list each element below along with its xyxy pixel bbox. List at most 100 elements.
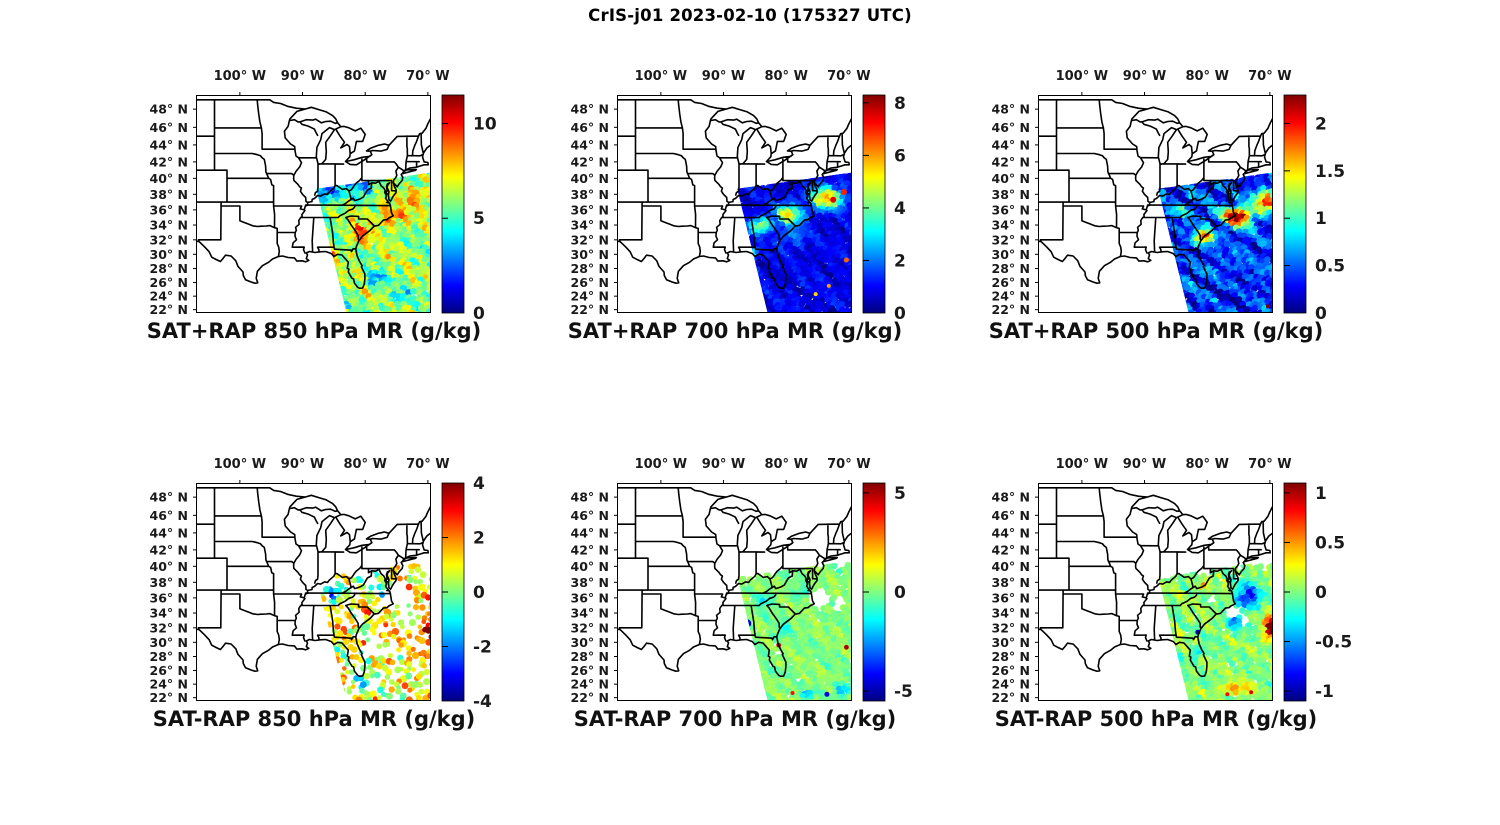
lat-tick-label: 22° N (992, 302, 1030, 317)
colorbar-tick-label: -0.5 (1315, 633, 1352, 653)
lon-tick-label: 100° W (635, 457, 688, 472)
lon-tick-label: 70° W (1248, 69, 1291, 84)
panel-caption-sat-plus-rap-850: SAT+RAP 850 hPa MR (g/kg) (146, 319, 482, 343)
lat-tick-label: 44° N (150, 137, 188, 152)
lat-tick-label: 42° N (992, 542, 1030, 557)
lon-tick-label: 70° W (406, 69, 449, 84)
lat-tick-label: 30° N (150, 635, 188, 650)
colorbar-tick-label: 0 (894, 583, 906, 603)
lat-tick-label: 46° N (992, 508, 1030, 523)
lon-tick-label: 100° W (635, 69, 688, 84)
lon-tick-label: 70° W (1248, 457, 1291, 472)
lat-tick-label: 26° N (571, 663, 609, 678)
lat-tick-label: 42° N (571, 542, 609, 557)
colorbar-tick-label: 10 (473, 114, 497, 134)
colorbar-tick-label: 5 (894, 484, 906, 504)
lat-tick-label: 22° N (571, 302, 609, 317)
colorbar-tick-label: 0.5 (1315, 257, 1345, 277)
lat-tick-label: 28° N (992, 261, 1030, 276)
lon-tick-label: 70° W (827, 457, 870, 472)
lat-tick-label: 44° N (571, 137, 609, 152)
lat-tick-label: 34° N (150, 218, 188, 233)
panel-caption-sat-minus-rap-500: SAT-RAP 500 hPa MR (g/kg) (994, 707, 1318, 731)
colorbar-tick-label: 0 (1315, 304, 1327, 324)
panel-caption-sat-minus-rap-850: SAT-RAP 850 hPa MR (g/kg) (152, 707, 476, 731)
lat-tick-label: 26° N (571, 275, 609, 290)
swath-data-layer (737, 561, 852, 701)
lat-tick-label: 48° N (992, 102, 1030, 117)
lat-tick-label: 46° N (150, 120, 188, 135)
colorbar-tick-label: 1 (1315, 209, 1327, 229)
lat-tick-label: 36° N (571, 202, 609, 217)
lat-tick-label: 30° N (992, 635, 1030, 650)
lon-tick-label: 100° W (214, 457, 267, 472)
swath-data-layer (1158, 172, 1273, 313)
lat-tick-label: 26° N (150, 663, 188, 678)
lat-tick-label: 42° N (992, 154, 1030, 169)
lat-tick-label: 36° N (150, 590, 188, 605)
lat-tick-label: 28° N (571, 261, 609, 276)
lat-tick-label: 40° N (571, 171, 609, 186)
lat-tick-label: 48° N (571, 490, 609, 505)
lat-tick-label: 28° N (571, 649, 609, 664)
lon-tick-label: 90° W (1123, 457, 1166, 472)
colorbar-tick-label: -4 (473, 692, 492, 712)
map-panel-3: 100° W 90° W 80° W 70° W 48° N 46° N 44° N 42° … (150, 457, 493, 712)
lat-tick-label: 46° N (150, 508, 188, 523)
lat-tick-label: 22° N (992, 690, 1030, 705)
lat-tick-label: 40° N (992, 171, 1030, 186)
map-panel-2: 100° W 90° W 80° W 70° W 48° N 46° N 44° N 42° … (992, 69, 1346, 324)
lat-tick-label: 38° N (992, 575, 1030, 590)
lat-tick-label: 44° N (992, 525, 1030, 540)
lat-tick-label: 32° N (150, 232, 188, 247)
lat-tick-label: 24° N (992, 677, 1030, 692)
colorbar-tick-label: 2 (473, 529, 485, 549)
lon-tick-label: 80° W (764, 457, 807, 472)
lon-tick-label: 90° W (281, 69, 324, 84)
lat-tick-label: 28° N (992, 649, 1030, 664)
colorbar-tick-label: 0 (473, 583, 485, 603)
lat-tick-label: 36° N (992, 590, 1030, 605)
lon-tick-label: 90° W (702, 457, 745, 472)
colorbar-tick-label: -5 (894, 682, 913, 702)
figure-title: CrIS-j01 2023-02-10 (175327 UTC) (588, 6, 912, 25)
colorbar-tick-label: 2 (1315, 114, 1327, 134)
lon-tick-label: 70° W (406, 457, 449, 472)
lat-tick-label: 34° N (992, 606, 1030, 621)
lat-tick-label: 30° N (992, 247, 1030, 262)
lat-tick-label: 34° N (571, 606, 609, 621)
lat-tick-label: 46° N (992, 120, 1030, 135)
lat-tick-label: 24° N (571, 677, 609, 692)
colorbar-tick-label: -2 (473, 638, 492, 658)
lat-tick-label: 36° N (571, 590, 609, 605)
lat-tick-label: 42° N (150, 542, 188, 557)
lat-tick-label: 48° N (150, 102, 188, 117)
lat-tick-label: 38° N (150, 187, 188, 202)
lon-tick-label: 70° W (827, 69, 870, 84)
map-panel-5: 100° W 90° W 80° W 70° W 48° N 46° N 44° N 42° … (992, 457, 1353, 705)
panel-caption-sat-plus-rap-500: SAT+RAP 500 hPa MR (g/kg) (988, 319, 1324, 343)
lat-tick-label: 40° N (150, 559, 188, 574)
map-panel-0: 100° W 90° W 80° W 70° W 48° N 46° N 44° N 42° … (150, 69, 497, 324)
swath-data-layer (737, 172, 852, 313)
map-panel-4: 100° W 90° W 80° W 70° W 48° N 46° N 44° N 42° … (571, 457, 913, 705)
colorbar-tick-label: 0 (1315, 583, 1327, 603)
lat-tick-label: 36° N (150, 202, 188, 217)
lat-tick-label: 26° N (150, 275, 188, 290)
lat-tick-label: 36° N (992, 202, 1030, 217)
colorbar-tick-label: 4 (473, 474, 485, 494)
lat-tick-label: 32° N (571, 232, 609, 247)
lat-tick-label: 40° N (992, 559, 1030, 574)
colorbar (1283, 94, 1307, 314)
lat-tick-label: 44° N (150, 525, 188, 540)
colorbar-tick-label: 0 (473, 304, 485, 324)
lat-tick-label: 32° N (992, 620, 1030, 635)
lat-tick-label: 38° N (992, 187, 1030, 202)
lat-tick-label: 32° N (150, 620, 188, 635)
colorbar-tick-label: 5 (473, 209, 485, 229)
lat-tick-label: 46° N (571, 508, 609, 523)
panel-caption-sat-plus-rap-700: SAT+RAP 700 hPa MR (g/kg) (567, 319, 903, 343)
lat-tick-label: 22° N (150, 690, 188, 705)
